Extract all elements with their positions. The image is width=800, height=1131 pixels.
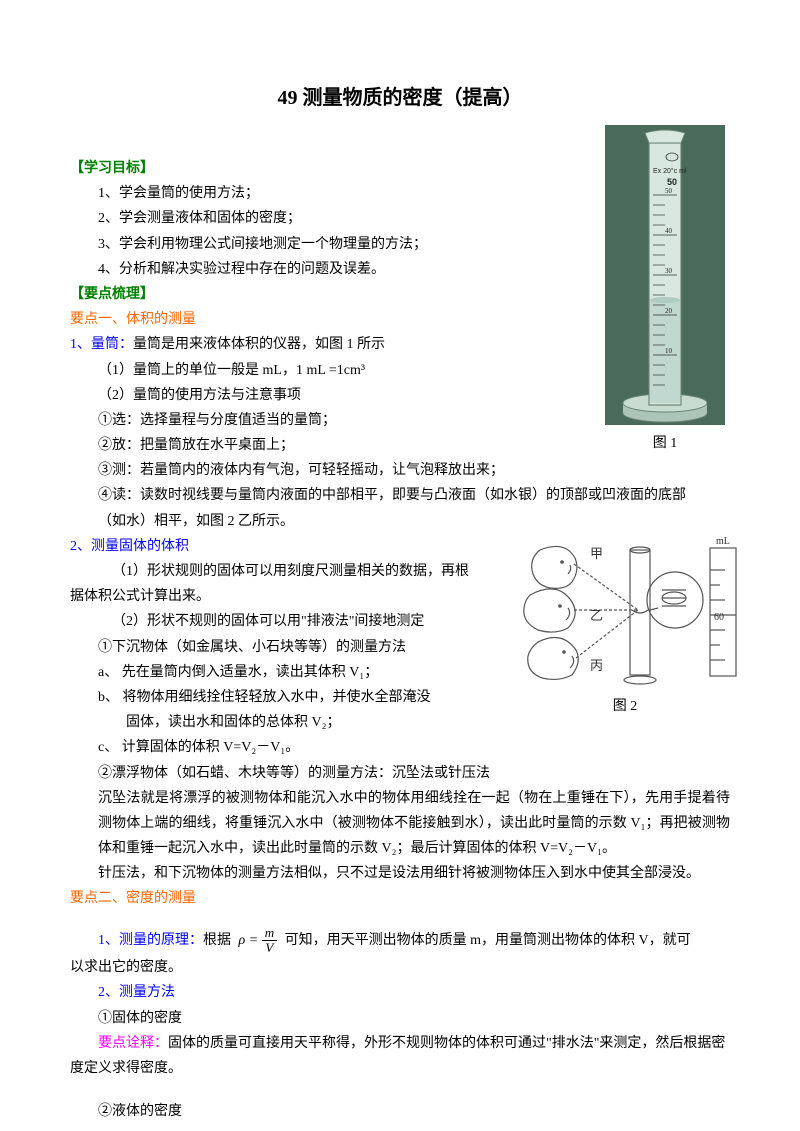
line: ②放：把量筒放在水平桌面上； — [70, 433, 730, 458]
method-label: 2、测量方法 — [70, 980, 730, 1005]
point1-header: 要点一、体积的测量 — [70, 307, 730, 332]
line: c、 计算固体的体积 V=V₂－V₁。 — [70, 735, 490, 760]
objectives-header: 【学习目标】 — [70, 156, 730, 181]
line: ①选：选择量程与分度值适当的量筒； — [70, 408, 730, 433]
principle-line: 1、测量的原理：根据 ρ = m V 可知，用天平测出物体的质量 m，用量筒测出… — [70, 926, 730, 956]
sub1-text: 量筒是用来液体体积的仪器，如图 1 所示 — [133, 337, 385, 352]
denominator: V — [262, 941, 277, 955]
paragraph: 针压法，和下沉物体的测量方法相似，只不过是设法用细针将被测物体压入到水中使其全部… — [70, 861, 730, 886]
line: ②漂浮物体（如石蜡、木块等等）的测量方法：沉坠法或针压法 — [70, 761, 730, 786]
eq: = — [249, 933, 258, 948]
note-label: 要点诠释： — [70, 1036, 168, 1051]
rho: ρ — [239, 933, 246, 948]
line: （2）形状不规则的固体可以用"排液法"间接地测定 — [70, 609, 490, 634]
principle-t3: 以求出它的密度。 — [70, 955, 730, 980]
objective-item: 4、分析和解决实验过程中存在的问题及误差。 — [70, 257, 730, 282]
page-title: 49 测量物质的密度（提高） — [70, 80, 730, 116]
line: 固体，读出水和固体的总体积 V₂； — [70, 710, 490, 735]
line: ④读：读数时视线要与量筒内液面的中部相平，即要与凸液面（如水银）的顶部或凹液面的… — [70, 483, 730, 508]
point1-sub1: 1、量筒：量筒是用来液体体积的仪器，如图 1 所示 — [70, 332, 730, 357]
note-text: 固体的质量可直接用天平称得，外形不规则物体的体积可通过"排水法"来测定，然后根据… — [70, 1036, 725, 1076]
sub2-label: 2、测量固体的体积 — [70, 534, 730, 559]
note-line: 要点诠释：固体的质量可直接用天平称得，外形不规则物体的体积可通过"排水法"来测定… — [70, 1031, 730, 1081]
line: a、 先在量筒内倒入适量水，读出其体积 V₁； — [70, 660, 490, 685]
line: （1）量筒上的单位一般是 mL，1 mL =1cm³ — [70, 358, 730, 383]
principle-t2: 可知，用天平测出物体的质量 m，用量筒测出物体的体积 V，就可 — [285, 933, 691, 948]
density-formula: ρ = m V — [235, 926, 282, 956]
line: （1）形状规则的固体可以用刻度尺测量相关的数据，再根 — [70, 559, 490, 584]
objective-item: 1、学会量筒的使用方法； — [70, 181, 730, 206]
line: ①固体的密度 — [70, 1006, 730, 1031]
line: 据体积公式计算出来。 — [70, 584, 490, 609]
paragraph: 沉坠法就是将漂浮的被测物体和能沉入水中的物体用细线拴在一起（物在上重锤在下），先… — [70, 786, 730, 862]
fraction: m V — [262, 926, 277, 956]
line: ②液体的密度 — [70, 1099, 730, 1124]
principle-label: 1、测量的原理： — [70, 933, 203, 948]
numerator: m — [262, 926, 277, 941]
sub1-label: 1、量筒： — [70, 337, 133, 352]
principle-t1: 根据 — [203, 933, 231, 948]
line: （2）量筒的使用方法与注意事项 — [70, 383, 730, 408]
point2-header: 要点二、密度的测量 — [70, 886, 730, 911]
outline-header: 【要点梳理】 — [70, 282, 730, 307]
objective-item: 3、学会利用物理公式间接地测定一个物理量的方法； — [70, 232, 730, 257]
line: ①下沉物体（如金属块、小石块等等）的测量方法 — [70, 635, 490, 660]
line: ③测：若量筒内的液体内有气泡，可轻轻摇动，让气泡释放出来； — [70, 458, 730, 483]
line: b、 将物体用细线拴住轻轻放入水中，并使水全部淹没 — [70, 685, 490, 710]
line: （如水）相平，如图 2 乙所示。 — [70, 509, 730, 534]
objective-item: 2、学会测量液体和固体的密度； — [70, 206, 730, 231]
